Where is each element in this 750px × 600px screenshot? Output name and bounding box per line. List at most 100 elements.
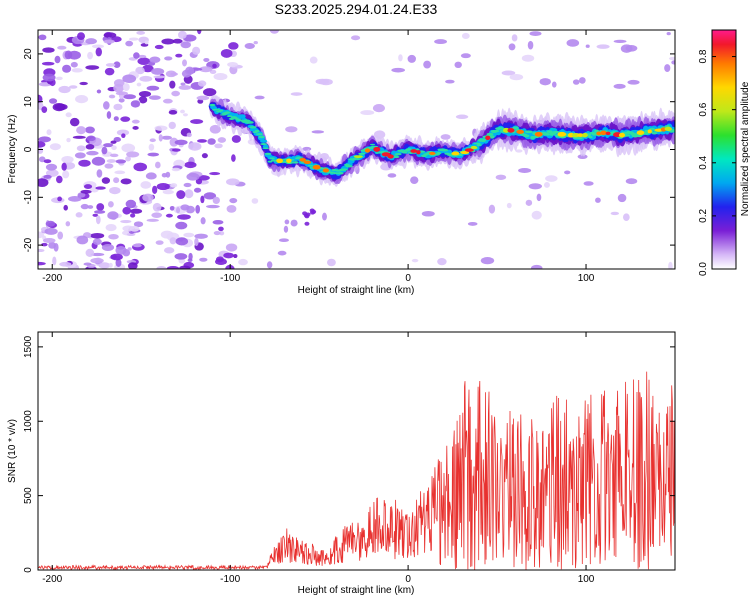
spectrogram-ridge-cell bbox=[415, 148, 420, 151]
spectrogram-x-axis: -200 -100 0 100 bbox=[42, 30, 595, 284]
spectrogram-noise-blob bbox=[105, 63, 116, 67]
spectrogram-noise-blob bbox=[72, 135, 86, 139]
spectrogram-noise-blob bbox=[521, 54, 535, 62]
spectrogram-noise-blob bbox=[38, 248, 45, 253]
spectrogram-noise-blob bbox=[213, 231, 221, 236]
spectrogram-noise-blob bbox=[48, 241, 56, 249]
spectrogram-noise-blob bbox=[165, 213, 173, 218]
snr-y-tick-label: 1000 bbox=[23, 410, 34, 433]
spectrogram-noise-blob bbox=[61, 156, 74, 164]
spectrogram-y-tick-label: -20 bbox=[23, 237, 34, 252]
spectrogram-hot-cell bbox=[460, 151, 470, 155]
spectrogram-noise-blob bbox=[149, 138, 156, 143]
spectrogram-noise-blob bbox=[45, 163, 58, 171]
spectrogram-noise-blob bbox=[122, 248, 131, 257]
spectrogram-noise-blob bbox=[138, 96, 148, 104]
snr-y-label: SNR (10 * v/v) bbox=[7, 419, 18, 483]
spectrogram-noise-blob bbox=[209, 124, 221, 134]
spectrogram-noise-blob bbox=[92, 238, 102, 245]
spectrogram-noise-blob bbox=[179, 265, 191, 269]
spectrogram-noise-blob bbox=[146, 85, 160, 91]
spectrogram-noise-blob bbox=[627, 79, 640, 85]
spectrogram-noise-blob bbox=[199, 257, 208, 262]
spectrogram-noise-blob bbox=[138, 90, 152, 97]
spectrogram-noise-blob bbox=[108, 94, 116, 99]
spectrogram-ridge-cell bbox=[255, 133, 263, 136]
snr-x-axis: -200 -100 0 100 bbox=[42, 332, 595, 585]
spectrogram-hot-cell bbox=[485, 135, 491, 141]
spectrogram-noise-blob bbox=[613, 83, 626, 89]
spectrogram-hot-cell bbox=[286, 158, 292, 163]
spectrogram-noise-blob bbox=[188, 252, 193, 261]
spectrogram-noise-blob bbox=[539, 78, 551, 86]
spectrogram-noise-blob bbox=[38, 178, 49, 188]
colorbar-tick-label: 0.0 bbox=[698, 262, 709, 276]
spectrogram-noise-blob bbox=[168, 110, 178, 115]
spectrogram-noise-blob bbox=[90, 232, 105, 239]
spectrogram-noise-blob bbox=[579, 77, 586, 84]
spectrogram-ridge-cell bbox=[512, 126, 519, 130]
spectrogram-hot-cell bbox=[582, 132, 588, 138]
spectrogram-noise-blob bbox=[461, 32, 470, 40]
spectrogram-ridge-cell bbox=[258, 135, 265, 139]
spectrogram-noise-blob bbox=[127, 262, 138, 269]
spectrogram-noise-blob bbox=[238, 258, 248, 266]
spectrogram-noise-blob bbox=[163, 247, 175, 254]
spectrogram-noise-blob bbox=[527, 40, 534, 50]
spectrogram-noise-blob bbox=[391, 67, 405, 73]
spectrogram-noise-blob bbox=[205, 204, 220, 209]
spectrogram-noise-blob bbox=[162, 189, 174, 195]
spectrogram-noise-blob bbox=[114, 170, 126, 175]
spectrogram-noise-blob bbox=[387, 173, 397, 178]
spectrogram-noise-blob bbox=[98, 262, 111, 269]
spectrogram-noise-blob bbox=[166, 266, 180, 269]
spectrogram-noise-blob bbox=[186, 132, 192, 138]
spectrogram-noise-blob bbox=[142, 64, 154, 73]
spectrogram-noise-blob bbox=[170, 72, 178, 76]
spectrogram-noise-blob bbox=[133, 162, 148, 172]
spectrogram-noise-blob bbox=[38, 261, 46, 266]
spectrogram-noise-blob bbox=[118, 98, 125, 103]
snr-y-tick-label: 0 bbox=[23, 567, 34, 573]
spectrogram-noise-blob bbox=[83, 262, 92, 266]
spectrogram-noise-blob bbox=[126, 232, 136, 237]
spectrogram-noise-blob bbox=[180, 109, 185, 114]
spectrogram-noise-blob bbox=[52, 256, 57, 266]
spectrogram-noise-blob bbox=[132, 126, 139, 130]
spectrogram-y-tick-label: 10 bbox=[23, 96, 34, 108]
spectrogram-x-tick-label: 0 bbox=[405, 273, 411, 284]
spectrogram-noise-blob bbox=[233, 254, 238, 259]
spectrogram-hot-cell bbox=[303, 160, 312, 164]
spectrogram-noise-blob bbox=[518, 168, 532, 173]
spectrogram-noise-blob bbox=[45, 169, 59, 177]
spectrogram-ridge-cell bbox=[350, 158, 357, 161]
spectrogram-ridge-cell bbox=[552, 130, 560, 134]
spectrogram-noise-blob bbox=[85, 65, 100, 70]
spectrogram-noise-blob bbox=[42, 237, 56, 244]
spectrogram-noise-blob bbox=[545, 175, 558, 182]
spectrogram-noise-blob bbox=[71, 68, 83, 73]
spectrogram-noise-blob bbox=[360, 110, 375, 116]
spectrogram-noise-blob bbox=[96, 203, 105, 211]
spectrogram-noise-blob bbox=[411, 258, 419, 263]
spectrogram-noise-blob bbox=[172, 38, 183, 44]
spectrogram-noise-blob bbox=[85, 248, 95, 257]
spectrogram-noise-blob bbox=[129, 37, 139, 41]
spectrogram-ridge-cell bbox=[405, 148, 412, 151]
spectrogram-noise-blob bbox=[87, 205, 94, 209]
spectrogram-noise-blob bbox=[145, 172, 157, 180]
spectrogram-noise-blob bbox=[140, 181, 152, 189]
spectrogram-noise-blob bbox=[277, 250, 287, 256]
spectrogram-ridge-cell bbox=[530, 135, 535, 140]
spectrogram-y-tick-label: 0 bbox=[23, 146, 34, 152]
spectrogram-noise-blob bbox=[214, 143, 223, 149]
spectrogram-hot-cell bbox=[605, 131, 611, 136]
spectrogram-noise-blob bbox=[283, 225, 289, 233]
spectrogram-noise-blob bbox=[65, 221, 71, 227]
colorbar-tick-label: 0.2 bbox=[698, 209, 709, 223]
spectrogram-noise-blob bbox=[95, 215, 101, 225]
spectrogram-noise-blob bbox=[315, 78, 330, 85]
spectrogram-noise-blob bbox=[595, 197, 601, 203]
spectrogram-noise-blob bbox=[80, 189, 92, 194]
spectrogram-noise-blob bbox=[137, 57, 151, 65]
